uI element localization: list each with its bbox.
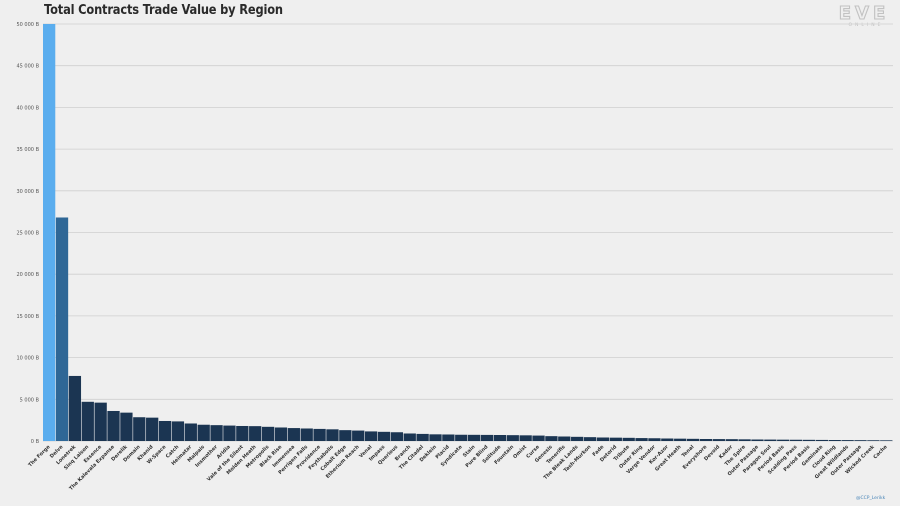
bar: [352, 430, 365, 441]
bar: [107, 410, 120, 441]
bar: [326, 429, 339, 441]
bar: [43, 24, 56, 441]
gridlines: [43, 23, 893, 442]
y-tick-label: 5 000 B: [20, 397, 40, 403]
bar: [94, 402, 107, 441]
bar: [377, 431, 391, 441]
y-tick-label: 30 000 B: [16, 189, 39, 195]
bar: [596, 437, 610, 441]
bar: [287, 428, 300, 441]
bar: [506, 435, 519, 441]
logo-text: EVE: [839, 3, 890, 24]
bar: [571, 436, 584, 441]
bar: [777, 439, 790, 441]
bar: [686, 438, 700, 441]
y-tick-label: 10 000 B: [16, 356, 39, 362]
bar: [120, 412, 133, 441]
bar: [364, 431, 378, 441]
bar: [184, 423, 197, 441]
bar: [133, 417, 146, 441]
bar: [789, 439, 803, 441]
bar: [236, 425, 249, 441]
x-tick-label: Cache: [872, 444, 889, 461]
bar: [738, 439, 751, 441]
logo-subtext: ONLINE: [849, 22, 884, 28]
y-tick-label: 15 000 B: [16, 314, 39, 320]
y-tick-label: 50 000 B: [16, 22, 39, 28]
bars: [43, 24, 893, 441]
bar: [403, 433, 416, 441]
bar: [751, 439, 764, 441]
bar: [725, 439, 738, 441]
y-tick-label: 20 000 B: [16, 272, 39, 278]
bar: [699, 439, 713, 441]
y-tick-label: 25 000 B: [16, 231, 39, 237]
bar: [828, 440, 841, 441]
bar: [802, 439, 816, 441]
bar: [712, 439, 725, 441]
bar: [493, 435, 507, 441]
bar: [468, 434, 481, 441]
bar: [261, 426, 275, 441]
bar: [146, 417, 159, 441]
bar: [455, 434, 468, 441]
y-tick-label: 45 000 B: [16, 64, 39, 70]
bar: [274, 427, 288, 441]
bar: [339, 430, 352, 441]
bar: [81, 401, 94, 441]
bar: [764, 439, 777, 441]
bar: [249, 426, 262, 441]
y-tick-label: 0 B: [31, 439, 40, 445]
bar: [674, 438, 687, 441]
y-tick-label: 35 000 B: [16, 147, 39, 153]
bar: [532, 435, 545, 441]
bar: [635, 438, 648, 441]
bar: [583, 437, 597, 441]
bar: [648, 438, 661, 441]
bar: [223, 425, 236, 441]
bar: [558, 436, 571, 441]
bar: [300, 428, 313, 441]
bar: [68, 375, 82, 441]
author-credit[interactable]: @CCP_Lerikk: [856, 496, 886, 501]
bar: [313, 428, 326, 441]
bar: [867, 440, 880, 441]
bar: [171, 421, 185, 441]
bar: [429, 434, 442, 441]
eve-logo: EVE ONLINE: [838, 2, 890, 28]
bar: [197, 424, 210, 441]
bar: [545, 436, 558, 441]
bar: [158, 420, 172, 441]
bar: [841, 440, 854, 441]
bar: [661, 438, 674, 441]
bar: [854, 440, 867, 441]
bar: [609, 437, 622, 441]
x-tick-label: Omist: [512, 444, 528, 460]
bar: [55, 217, 69, 441]
bar: [519, 435, 532, 441]
bar: [480, 434, 494, 441]
bar: [210, 425, 223, 441]
bar: [815, 439, 829, 441]
bar: [622, 437, 635, 441]
bar: [880, 440, 893, 441]
bar: [416, 433, 429, 441]
bar: [442, 434, 455, 441]
y-tick-label: 40 000 B: [16, 105, 39, 111]
chart-title: Total Contracts Trade Value by Region: [44, 3, 283, 18]
y-axis-ticks: 0 B 5 000 B 10 000 B 15 000 B 20 000 B 25 000…: [16, 22, 39, 445]
bar: [390, 432, 404, 441]
